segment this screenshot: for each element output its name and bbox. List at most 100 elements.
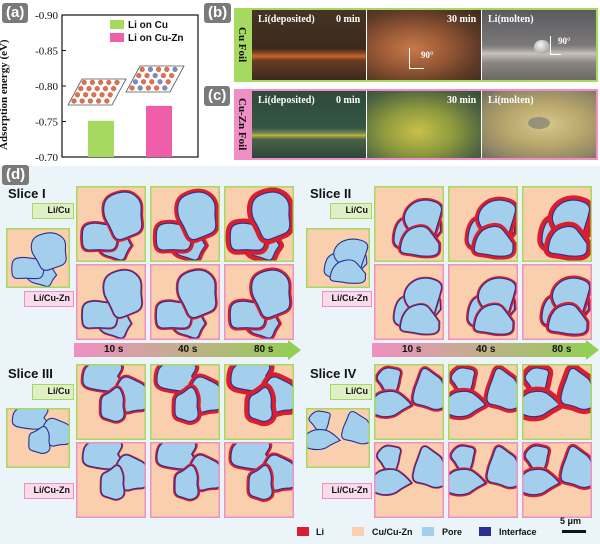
legend-swatch-interface	[479, 527, 491, 536]
simulation-tile	[150, 186, 220, 262]
legend-swatch-matrix	[352, 527, 364, 536]
cuzn-photo-deposited-title: Li(deposited)	[258, 95, 315, 106]
slice-4-bottom-tag: Li/Cu-Zn	[331, 485, 369, 495]
slice-3-bottom-tag-box	[24, 483, 74, 499]
simulation-tile	[448, 186, 518, 262]
simulation-tile	[224, 442, 294, 518]
legend-swatch-li	[297, 527, 309, 536]
cuzn-photo-molten: Li(molten)	[482, 91, 596, 158]
contact-angle-marker	[550, 36, 561, 55]
chart-ylabel: Adsorption energy (eV)	[0, 39, 10, 151]
slice-1-top-tag-box	[32, 203, 74, 219]
simulation-tile	[374, 364, 444, 440]
simulation-tile	[6, 228, 70, 288]
simulation-tile	[522, 442, 592, 518]
simulation-tile	[224, 364, 294, 440]
time-label-right-80s: 80 s	[552, 344, 572, 355]
simulation-tile	[522, 364, 592, 440]
slice-2-top-tag: Li/Cu	[345, 205, 369, 215]
slice-3-top-tag-box	[32, 384, 74, 400]
contact-angle-marker	[409, 48, 424, 69]
cuzn-photo-deposited-time: 0 min	[336, 95, 361, 106]
cu-photo-30min-time: 30 min	[447, 14, 477, 25]
y-tick-label: -0.80	[35, 81, 58, 93]
panel-label-c: (c)	[204, 86, 231, 106]
legend-label-interface: Interface	[499, 527, 537, 537]
simulation-tile	[522, 186, 592, 262]
y-tick-label: -0.70	[35, 152, 58, 164]
time-label-left-40s: 40 s	[178, 344, 198, 355]
cuzn-photo-deposited: Li(deposited) 0 min	[252, 91, 366, 158]
simulation-tile	[374, 186, 444, 262]
slice-2-title: Slice II	[310, 186, 352, 201]
simulation-tile	[6, 408, 70, 468]
legend-label-pore: Pore	[442, 527, 463, 537]
cu-photo-30min: 30 min 90°	[367, 10, 481, 80]
legend-label-li: Li	[316, 527, 324, 537]
simulation-tile	[448, 364, 518, 440]
slice-1-title: Slice I	[8, 186, 46, 201]
cuzn-photo-30min: 30 min	[367, 91, 481, 158]
y-tick-label: -0.90	[35, 10, 58, 22]
cu-photo-deposited-title: Li(deposited)	[258, 14, 315, 25]
simulation-tile	[224, 264, 294, 340]
slice-3-bottom-tag: Li/Cu-Zn	[33, 485, 71, 495]
y-tick-label: -0.75	[35, 117, 58, 129]
cuzn-photo-molten-title: Li(molten)	[488, 95, 534, 106]
slice-4-top-tag-box	[330, 384, 372, 400]
simulation-tile	[76, 264, 146, 340]
y-tick-label: -0.85	[35, 46, 58, 58]
spread-li-film	[528, 117, 550, 129]
cu-photo-strip	[250, 8, 598, 82]
cu-photo-deposited: Li(deposited) 0 min	[252, 10, 366, 80]
simulation-tile	[522, 264, 592, 340]
cuzn-foil-label: Cu-Zn Foil	[236, 98, 248, 151]
time-label-left-10s: 10 s	[104, 344, 124, 355]
panel-label-b: (b)	[204, 3, 232, 23]
time-arrow-right	[372, 340, 599, 360]
legend-swatch-li-on-cu	[110, 20, 124, 29]
slice-2-bottom-tag-box	[322, 291, 372, 307]
simulation-tile	[374, 442, 444, 518]
bar-li-on-cuzn	[146, 105, 172, 157]
panel-label-d: (d)	[2, 165, 30, 185]
simulation-tile	[150, 364, 220, 440]
simulation-tile	[76, 442, 146, 518]
slice-4-title: Slice IV	[310, 366, 357, 381]
slice-3-title: Slice III	[8, 366, 53, 381]
cuzn-foil-side-label-box: Cu-Zn Foil	[234, 89, 250, 160]
adsorption-bar-chart: -0.90 -0.85 -0.80 -0.75 -0.70 Li on Cu Li on …	[35, 10, 199, 164]
legend-swatch-li-on-cuzn	[110, 33, 124, 42]
bar-li-on-cu	[88, 120, 114, 157]
simulation-tile	[306, 408, 370, 468]
cuzn-lattice-illustration	[125, 65, 185, 93]
slice-3-top-tag: Li/Cu	[47, 386, 71, 396]
time-label-right-40s: 40 s	[476, 344, 496, 355]
slice-4-top-tag: Li/Cu	[345, 386, 369, 396]
slice-2-bottom-tag: Li/Cu-Zn	[331, 293, 369, 303]
simulation-tile	[448, 442, 518, 518]
cu-photo-molten-angle: 90°	[558, 36, 571, 46]
simulation-tile	[374, 264, 444, 340]
time-label-left-80s: 80 s	[254, 344, 274, 355]
slice-1-bottom-tag-box	[24, 291, 74, 307]
legend-label-li-on-cu: Li on Cu	[128, 20, 168, 31]
cuzn-photo-strip	[250, 89, 598, 160]
cu-foil-side-label-box: Cu Foil	[234, 8, 250, 82]
legend-label-matrix: Cu/Cu-Zn	[372, 527, 413, 537]
simulation-tile	[306, 228, 370, 288]
time-arrow-left	[74, 340, 301, 360]
legend-label-li-on-cuzn: Li on Cu-Zn	[128, 33, 184, 44]
simulation-tile	[76, 186, 146, 262]
cu-photo-molten-title: Li(molten)	[488, 14, 534, 25]
simulation-tile	[76, 364, 146, 440]
panel-label-a: (a)	[2, 3, 29, 23]
cu-foil-label: Cu Foil	[236, 27, 248, 63]
simulation-tile	[448, 264, 518, 340]
cu-photo-molten: Li(molten) 90°	[482, 10, 596, 80]
scale-bar	[562, 530, 586, 533]
legend-swatch-pore	[422, 527, 434, 536]
cu-photo-30min-angle: 90°	[421, 50, 434, 60]
slice-4-bottom-tag-box	[322, 483, 372, 499]
simulation-tile	[150, 442, 220, 518]
